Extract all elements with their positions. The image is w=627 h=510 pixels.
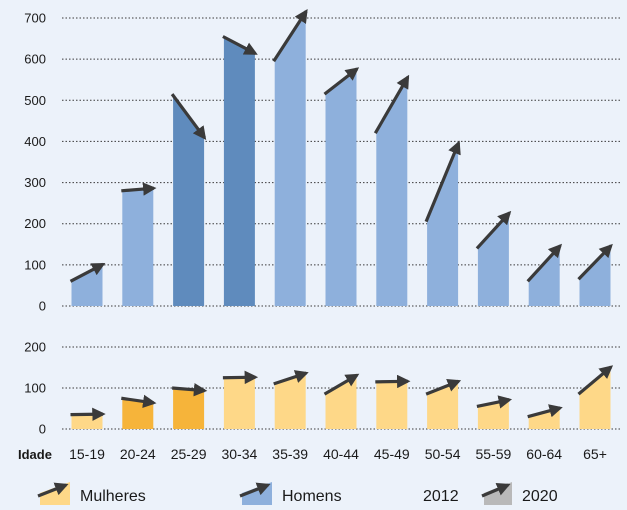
bar-top-35-39 [274, 9, 306, 307]
trend-arrow-bottom-15-19 [70, 407, 106, 422]
trend-arrow-bottom-45-49 [375, 374, 411, 389]
trend-arrow-top-15-19 [69, 262, 106, 283]
y-tick-label-top: 500 [24, 93, 46, 108]
y-tick-label-top: 0 [39, 299, 46, 314]
bar-bottom-65+ [579, 365, 611, 429]
trend-arrow-bottom-25-29 [171, 383, 208, 397]
trend-arrow-bottom-60-64 [527, 404, 563, 419]
bar-top-15-19 [71, 262, 103, 306]
y-tick-label-top: 200 [24, 216, 46, 231]
legend-mulheres-arrow-icon [37, 482, 69, 498]
legend-years-arrow-icon [481, 483, 511, 498]
trend-arrow-top-45-49 [373, 74, 410, 135]
bar-top-65+ [579, 244, 611, 306]
bar-top-30-34 [223, 36, 255, 307]
x-tick-label: 60-64 [526, 446, 562, 462]
women-panel: 0 100 200 [24, 340, 622, 437]
bar-bottom-25-29 [173, 388, 205, 429]
trend-arrow-top-55-59 [475, 210, 512, 250]
y-tick-label-top: 600 [24, 52, 46, 67]
legend-years: 2012 2020 [423, 482, 558, 505]
bar-bottom-35-39 [274, 371, 306, 429]
legend-year-end: 2020 [522, 488, 558, 505]
trend-arrow-top-40-44 [323, 67, 360, 96]
trend-arrow-bottom-35-39 [273, 370, 309, 386]
y-tick-label-top: 400 [24, 134, 46, 149]
legend-homens: Homens [239, 482, 342, 505]
trend-arrow-top-30-34 [222, 35, 258, 55]
x-tick-label: 40-44 [323, 446, 359, 462]
trend-arrow-top-60-64 [526, 243, 563, 283]
legend-homens-label: Homens [282, 488, 342, 505]
legend-mulheres: Mulheres [37, 482, 146, 505]
y-tick-label-top: 100 [24, 257, 46, 272]
x-axis-categories: 15-19 20-24 25-29 30-34 35-39 40-44 45-49 50-54… [69, 446, 607, 462]
bar-bottom-30-34 [223, 375, 255, 429]
bar-bottom-45-49 [376, 379, 408, 429]
x-tick-label: 35-39 [272, 446, 308, 462]
trend-arrow-bottom-55-59 [476, 395, 513, 409]
y-tick-label-top: 300 [24, 175, 46, 190]
bar-top-50-54 [427, 141, 459, 306]
x-tick-label: 65+ [583, 446, 607, 462]
x-tick-label: 30-34 [221, 446, 257, 462]
bar-top-40-44 [325, 67, 357, 306]
y-tick-label-bottom: 100 [24, 381, 46, 396]
trend-arrow-bottom-65+ [577, 365, 614, 396]
x-tick-label: 55-59 [475, 446, 511, 462]
legend-year-start: 2012 [423, 488, 459, 505]
y-tick-label-bottom: 200 [24, 340, 46, 355]
trend-arrow-top-35-39 [272, 9, 308, 63]
x-tick-label: 50-54 [425, 446, 461, 462]
bar-top-60-64 [528, 244, 560, 306]
bar-top-25-29 [173, 94, 205, 306]
legend: Mulheres Homens 2012 2020 [37, 482, 558, 505]
y-tick-label-top: 700 [24, 11, 46, 26]
trend-arrow-top-20-24 [121, 182, 157, 196]
trend-arrow-bottom-40-44 [323, 373, 360, 396]
y-tick-label-bottom: 0 [39, 422, 46, 437]
men-panel: 0 100 200 300 400 500 600 700 [24, 9, 622, 314]
legend-homens-arrow-icon [239, 482, 271, 498]
trend-arrow-bottom-20-24 [121, 394, 157, 409]
bar-top-55-59 [477, 211, 509, 306]
x-tick-label: 25-29 [171, 446, 207, 462]
trend-arrow-top-65+ [577, 243, 613, 281]
trend-arrow-bottom-30-34 [222, 370, 259, 385]
x-axis-label: Idade [18, 447, 52, 462]
legend-mulheres-label: Mulheres [80, 488, 146, 505]
x-tick-label: 15-19 [69, 446, 105, 462]
trend-arrow-top-50-54 [424, 140, 461, 223]
trend-arrow-bottom-50-54 [425, 379, 462, 396]
bar-top-20-24 [122, 186, 154, 306]
bar-bottom-40-44 [325, 373, 357, 429]
bar-top-45-49 [376, 75, 408, 306]
trend-arrow-top-25-29 [170, 93, 207, 141]
x-tick-label: 45-49 [374, 446, 410, 462]
x-tick-label: 20-24 [120, 446, 156, 462]
